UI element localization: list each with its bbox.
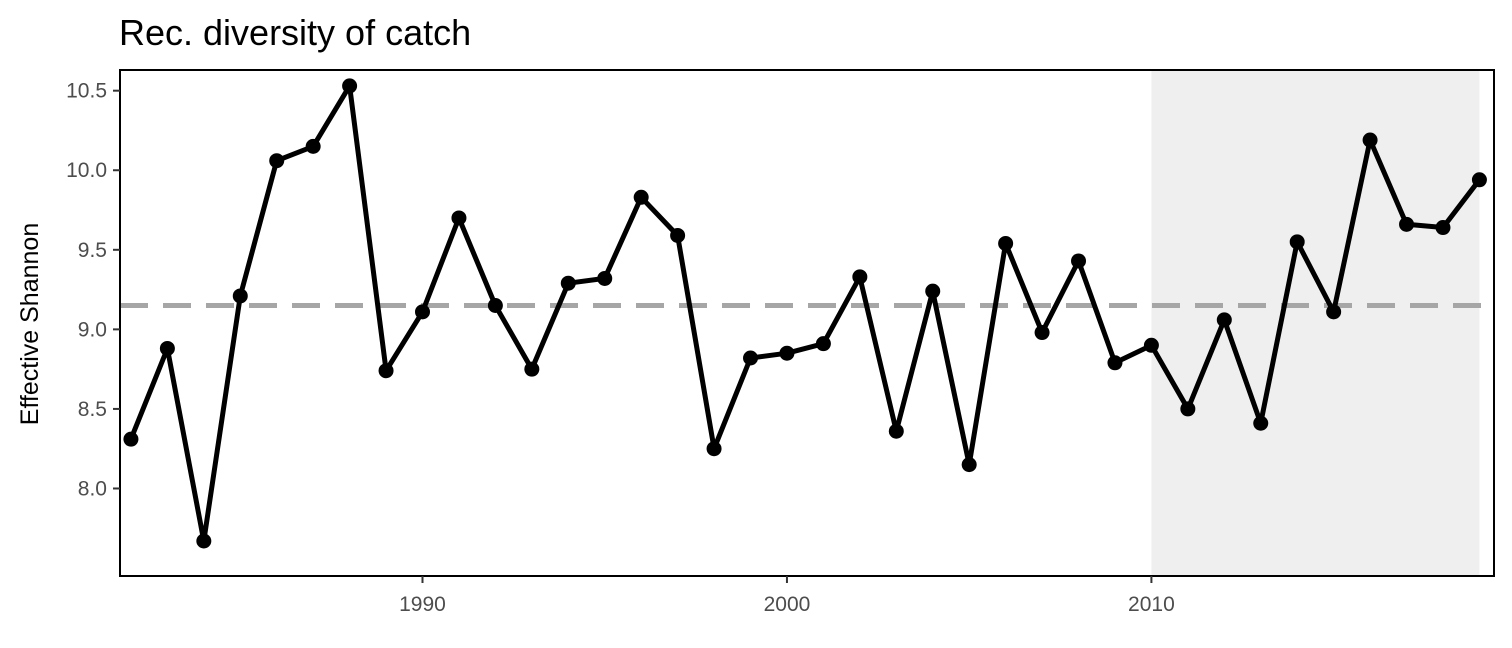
data-point-2016 <box>1362 132 1378 148</box>
shaded-region <box>1151 70 1480 576</box>
data-point-1983 <box>159 340 175 356</box>
data-point-1997 <box>670 227 686 243</box>
data-point-1995 <box>597 270 613 286</box>
data-point-1984 <box>196 533 212 549</box>
x-axis: 1990 2000 2010 <box>399 576 1175 616</box>
data-point-1996 <box>633 189 649 205</box>
data-point-2013 <box>1253 415 1269 431</box>
y-tick-label: 8.0 <box>78 477 107 500</box>
data-point-2005 <box>961 457 977 473</box>
y-tick-label: 9.5 <box>78 239 107 262</box>
data-point-1992 <box>487 297 503 313</box>
data-point-2014 <box>1289 234 1305 250</box>
x-tick-label: 2010 <box>1128 593 1175 616</box>
data-point-2008 <box>1071 253 1087 269</box>
data-point-1990 <box>414 304 430 320</box>
data-point-1993 <box>524 361 540 377</box>
data-point-2011 <box>1180 401 1196 417</box>
data-point-2003 <box>888 423 904 439</box>
data-point-1999 <box>743 350 759 366</box>
data-point-2007 <box>1034 325 1050 341</box>
y-tick-label: 8.5 <box>78 398 107 421</box>
data-point-1991 <box>451 210 467 226</box>
data-point-1986 <box>269 153 285 169</box>
y-axis: 8.0 8.5 9.0 9.5 10.0 10.5 <box>66 80 120 500</box>
data-point-2018 <box>1435 220 1451 236</box>
data-point-1988 <box>342 78 358 94</box>
data-point-1982 <box>123 431 139 447</box>
data-point-2001 <box>815 336 831 352</box>
data-point-2002 <box>852 269 868 285</box>
y-tick-label: 10.0 <box>66 159 107 182</box>
data-point-2009 <box>1107 355 1123 371</box>
data-point-1994 <box>560 275 576 291</box>
data-point-2010 <box>1143 337 1159 353</box>
y-axis-title: Effective Shannon <box>16 223 44 425</box>
panel-border <box>119 69 1495 577</box>
data-point-1987 <box>305 138 321 154</box>
data-point-1989 <box>378 363 394 379</box>
y-tick-label: 9.0 <box>78 318 107 341</box>
x-tick-label: 1990 <box>399 593 446 616</box>
data-point-2006 <box>998 235 1014 251</box>
data-point-2000 <box>779 345 795 361</box>
data-point-1985 <box>232 288 248 304</box>
plot-area <box>119 69 1495 577</box>
data-point-2015 <box>1326 304 1342 320</box>
data-point-2012 <box>1216 312 1232 328</box>
y-tick-label: 10.5 <box>66 80 107 103</box>
data-point-2019 <box>1471 172 1487 188</box>
data-point-1998 <box>706 441 722 457</box>
x-tick-label: 2000 <box>764 593 811 616</box>
chart-title: Rec. diversity of catch <box>119 12 471 53</box>
data-point-2017 <box>1399 216 1415 232</box>
data-point-2004 <box>925 283 941 299</box>
series-line <box>128 83 1482 544</box>
